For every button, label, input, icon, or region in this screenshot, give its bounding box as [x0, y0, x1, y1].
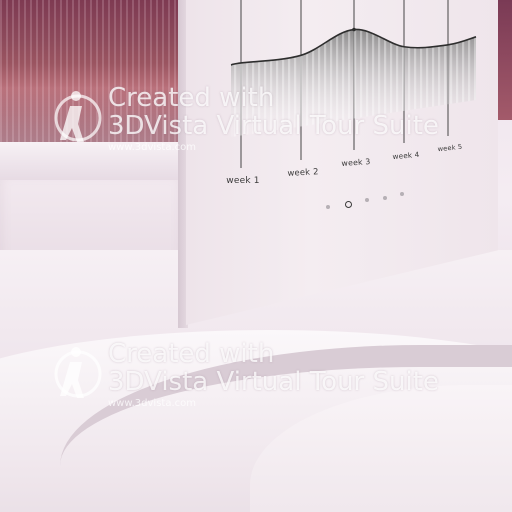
3dvista-logo-icon: [54, 91, 102, 142]
watermark-url: www.3dvista.com: [108, 398, 196, 409]
pager-dot-5[interactable]: [399, 191, 405, 197]
chart-area-stripes: [231, 29, 476, 137]
3dvista-logo-icon: [54, 347, 102, 398]
watermark-line2: 3DVista Virtual Tour Suite: [108, 111, 439, 141]
watermark-line2: 3DVista Virtual Tour Suite: [108, 367, 439, 397]
weekly-area-chart: [230, 0, 477, 168]
watermark-line1: Created with: [108, 83, 275, 113]
pager-dot-2[interactable]: [344, 200, 352, 208]
x-tick-label-1: week 1: [226, 176, 260, 186]
data-point-3: [352, 27, 356, 32]
display-panel-side: [178, 0, 188, 328]
x-tick-label-2: week 2: [287, 166, 319, 178]
watermark-url: www.3dvista.com: [108, 142, 196, 153]
landscape-photo-panel: [0, 0, 182, 142]
pager-dot-1[interactable]: [325, 204, 331, 210]
pager-dot-4[interactable]: [382, 195, 388, 201]
watermark-line1: Created with: [108, 339, 275, 369]
wall-ledge: [0, 142, 182, 180]
pager-dot-3[interactable]: [364, 197, 370, 203]
landscape-photo-panel-right: [498, 0, 512, 120]
